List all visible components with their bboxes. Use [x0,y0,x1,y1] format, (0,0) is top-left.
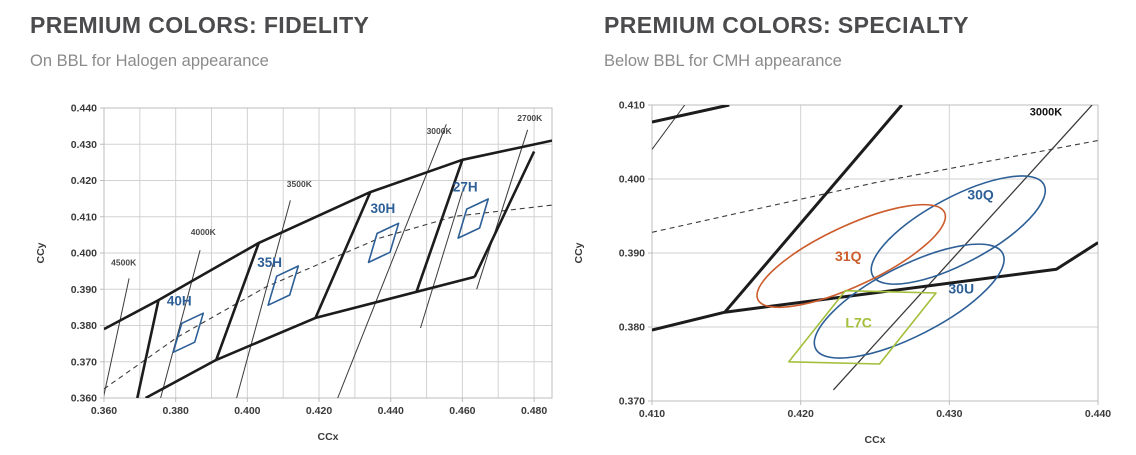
x-tick-label: 0.430 [936,408,962,420]
specialty-band-lower [652,241,1098,332]
cct-line-4000K [160,249,201,398]
y-tick-label: 0.370 [71,356,97,368]
specialty-chart: 3000K 30Q 31Q 30U L7C 0.410 0.420 0.430 0.440 0.3… [573,100,1111,447]
fidelity-band-upper [104,139,552,331]
bin-diamond-27H [457,198,490,239]
y-tick-label: 0.360 [71,393,97,405]
cct-line-unlabeled [420,191,463,329]
cct-line-3000K [832,105,1093,391]
y-tick-label: 0.390 [71,284,97,296]
x-tick-label: 0.380 [163,405,189,417]
cct-label-4000K: 4000K [191,227,217,237]
ellipse-label-30U: 30U [948,281,974,297]
bin-diamond-30H [367,222,400,264]
y-tick-label: 0.440 [71,103,97,115]
x-tick-label: 0.420 [788,408,814,420]
y-tick-label: 0.410 [71,211,97,223]
x-tick-label: 0.440 [1085,408,1111,420]
specialty-bbl-dashed-line [652,139,1098,233]
right-chart-title: PREMIUM COLORS: SPECIALTY [604,12,969,38]
cct-label-4500K: 4500K [111,258,137,268]
y-tick-label: 0.400 [619,174,645,186]
right-chart-subtitle: Below BBL for CMH appearance [604,52,842,70]
x-tick-label: 0.440 [378,405,404,417]
specialty-x-axis-title: CCx [864,434,885,446]
y-tick-label: 0.400 [71,248,97,260]
specialty-band-upper [652,105,730,124]
bin-label-27H: 27H [453,179,478,194]
fidelity-plot-body [104,124,552,398]
y-tick-label: 0.410 [619,100,645,112]
ellipse-label-31Q: 31Q [835,248,862,264]
left-chart-title: PREMIUM COLORS: FIDELITY [30,12,370,38]
x-tick-label: 0.400 [234,405,260,417]
fidelity-y-axis-title: CCy [35,242,47,263]
specialty-y-axis-title: CCy [573,242,585,263]
cct-line-3000K [337,124,447,398]
polygon-L7C [787,289,937,365]
specialty-plot-body [652,105,1098,391]
bin-label-30H: 30H [370,201,395,216]
y-tick-label: 0.380 [71,320,97,332]
bin-label-35H: 35H [257,255,282,270]
cct-label-3000K: 3000K [427,126,453,136]
y-tick-label: 0.380 [619,322,645,334]
cct-label-3000K: 3000K [1030,106,1062,118]
bin-diamond-35H [267,265,300,307]
fidelity-band-divider [473,150,536,278]
ellipse-31Q [756,203,947,309]
x-tick-label: 0.360 [91,405,117,417]
y-tick-label: 0.370 [619,396,645,408]
ellipse-label-30Q: 30Q [967,187,994,203]
fidelity-chart: 4500K 4000K 3500K 3000K 2700K 40H 35H 30H 27H 0.3… [35,103,553,443]
fidelity-bbl-dashed-line [104,204,552,390]
y-tick-label: 0.430 [71,139,97,151]
y-tick-label: 0.390 [619,248,645,260]
ellipse-30U [813,243,1005,359]
cct-line-unlabeled [652,105,686,150]
left-chart-subtitle: On BBL for Halogen appearance [30,52,269,70]
x-tick-label: 0.480 [521,405,547,417]
y-tick-label: 0.420 [71,175,97,187]
fidelity-band-divider [314,191,372,319]
fidelity-band-divider [415,159,464,293]
cct-line-4500K [104,278,130,398]
cct-line-2700K [476,129,529,290]
polygon-label-L7C: L7C [845,315,871,331]
ellipse-30Q [870,175,1047,285]
fidelity-band-lower [144,275,475,398]
fidelity-band-divider [136,299,160,398]
x-tick-label: 0.410 [639,408,665,420]
x-tick-label: 0.460 [449,405,475,417]
cct-label-3500K: 3500K [287,179,313,189]
fidelity-band-divider [214,242,261,361]
bin-label-40H: 40H [167,294,192,309]
fidelity-x-axis-title: CCx [317,431,338,443]
specialty-grid [651,104,1099,402]
specialty-band-divider [723,105,903,314]
x-tick-label: 0.420 [306,405,332,417]
bin-diamond-40H [172,312,205,354]
cct-label-2700K: 2700K [517,113,543,123]
